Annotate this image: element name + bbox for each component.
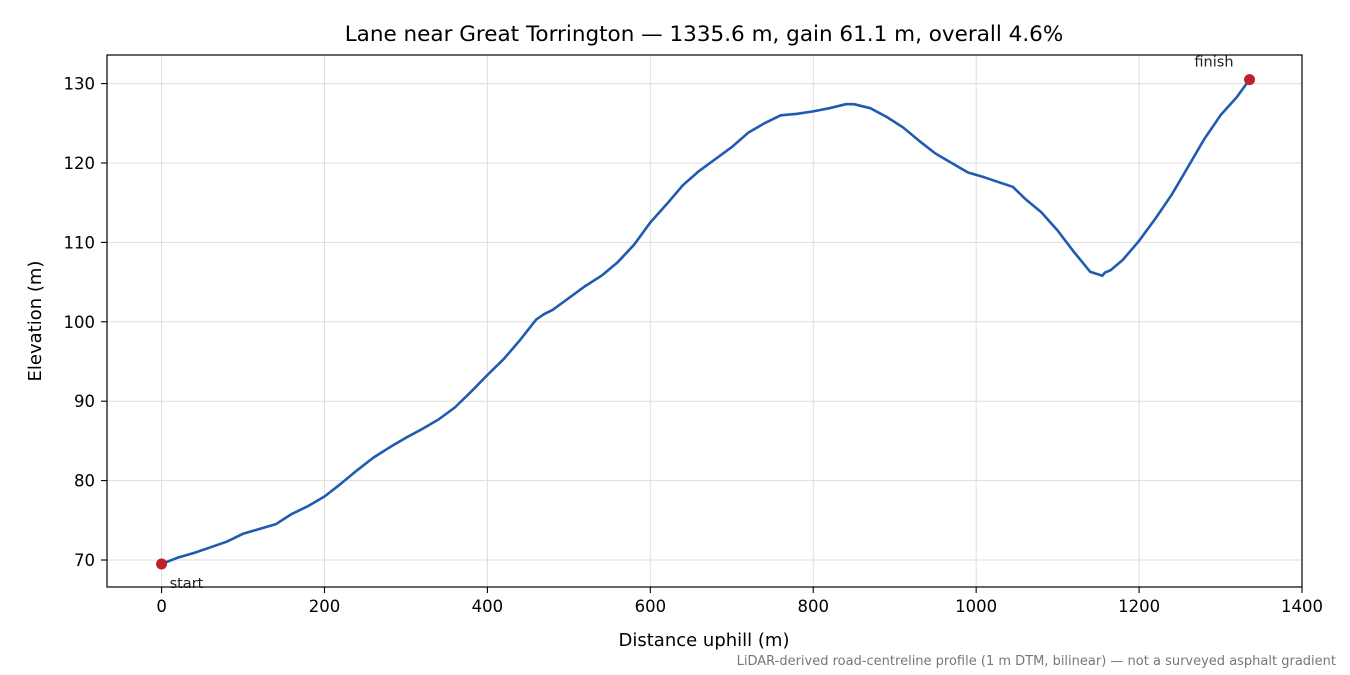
plot-frame bbox=[106, 54, 1303, 588]
finish-annotation: finish bbox=[1194, 55, 1233, 71]
chart-title: Lane near Great Torrington — 1335.6 m, g… bbox=[345, 22, 1064, 47]
x-axis-ticks: 0 200 400 600 800 1000 1200 1400 bbox=[156, 587, 1323, 616]
finish-marker bbox=[1244, 74, 1256, 86]
y-tick-label: 130 bbox=[64, 75, 96, 94]
x-axis-label: Distance uphill (m) bbox=[619, 630, 790, 651]
y-axis-label: Elevation (m) bbox=[25, 261, 46, 382]
y-tick-label: 70 bbox=[74, 551, 95, 570]
y-tick-label: 120 bbox=[64, 154, 96, 173]
grid bbox=[107, 55, 1303, 587]
x-tick-label: 1200 bbox=[1118, 597, 1160, 616]
x-tick-label: 1400 bbox=[1281, 597, 1323, 616]
start-marker bbox=[156, 558, 168, 570]
start-annotation: start bbox=[170, 576, 204, 592]
y-tick-label: 90 bbox=[74, 392, 95, 411]
elevation-line bbox=[160, 78, 1251, 566]
x-tick-label: 400 bbox=[472, 597, 504, 616]
x-tick-label: 0 bbox=[156, 597, 167, 616]
x-tick-label: 200 bbox=[309, 597, 341, 616]
x-tick-label: 1000 bbox=[955, 597, 997, 616]
y-tick-label: 80 bbox=[74, 472, 95, 491]
y-axis-ticks: 70 80 90 100 110 120 130 bbox=[64, 75, 107, 570]
x-tick-label: 600 bbox=[635, 597, 667, 616]
footnote: LiDAR-derived road-centreline profile (1… bbox=[737, 654, 1336, 669]
y-tick-label: 110 bbox=[64, 233, 96, 252]
x-tick-label: 800 bbox=[797, 597, 829, 616]
y-tick-label: 100 bbox=[64, 313, 96, 332]
